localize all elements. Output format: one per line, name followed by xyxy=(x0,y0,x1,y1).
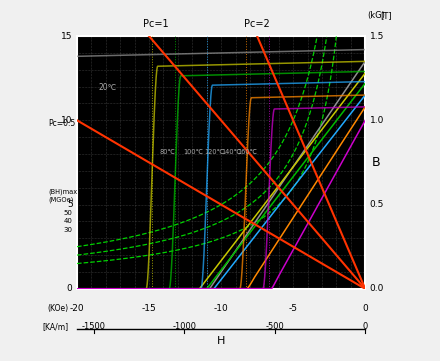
Text: 100℃: 100℃ xyxy=(183,149,204,155)
Text: 30: 30 xyxy=(64,227,73,233)
Text: 0: 0 xyxy=(362,304,368,313)
Text: (kG): (kG) xyxy=(367,11,385,20)
Text: 140℃: 140℃ xyxy=(221,149,241,155)
Text: 1.5: 1.5 xyxy=(370,32,384,40)
Text: 15: 15 xyxy=(61,32,73,40)
Text: Pc=0.5: Pc=0.5 xyxy=(48,119,76,128)
Text: 0.0: 0.0 xyxy=(370,284,384,293)
Text: -1000: -1000 xyxy=(172,322,196,331)
Text: (BH)max
(MGOe): (BH)max (MGOe) xyxy=(48,189,77,203)
Text: 10: 10 xyxy=(61,116,73,125)
Text: [KA/m]: [KA/m] xyxy=(42,322,68,331)
Text: Pc=2: Pc=2 xyxy=(244,19,270,29)
Text: B: B xyxy=(372,156,381,169)
Text: 0: 0 xyxy=(67,284,73,293)
Text: -5: -5 xyxy=(289,304,297,313)
Text: -20: -20 xyxy=(70,304,84,313)
Text: [T]: [T] xyxy=(381,11,392,20)
Text: 40: 40 xyxy=(64,218,73,225)
Text: 20℃: 20℃ xyxy=(99,83,117,92)
Text: 0.5: 0.5 xyxy=(370,200,384,209)
Text: (KOe): (KOe) xyxy=(47,304,68,313)
Text: -1500: -1500 xyxy=(81,322,106,331)
Text: 50: 50 xyxy=(64,210,73,216)
Text: 1.0: 1.0 xyxy=(370,116,384,125)
Text: -500: -500 xyxy=(265,322,284,331)
Text: -10: -10 xyxy=(214,304,228,313)
Text: 120℃: 120℃ xyxy=(204,149,224,155)
Text: Pc=1: Pc=1 xyxy=(143,19,169,29)
Text: -15: -15 xyxy=(142,304,157,313)
Text: 160℃: 160℃ xyxy=(237,149,257,155)
Text: H: H xyxy=(217,336,225,346)
Text: 0: 0 xyxy=(363,322,368,331)
Text: 5: 5 xyxy=(67,200,73,209)
Text: 80℃: 80℃ xyxy=(159,149,175,155)
